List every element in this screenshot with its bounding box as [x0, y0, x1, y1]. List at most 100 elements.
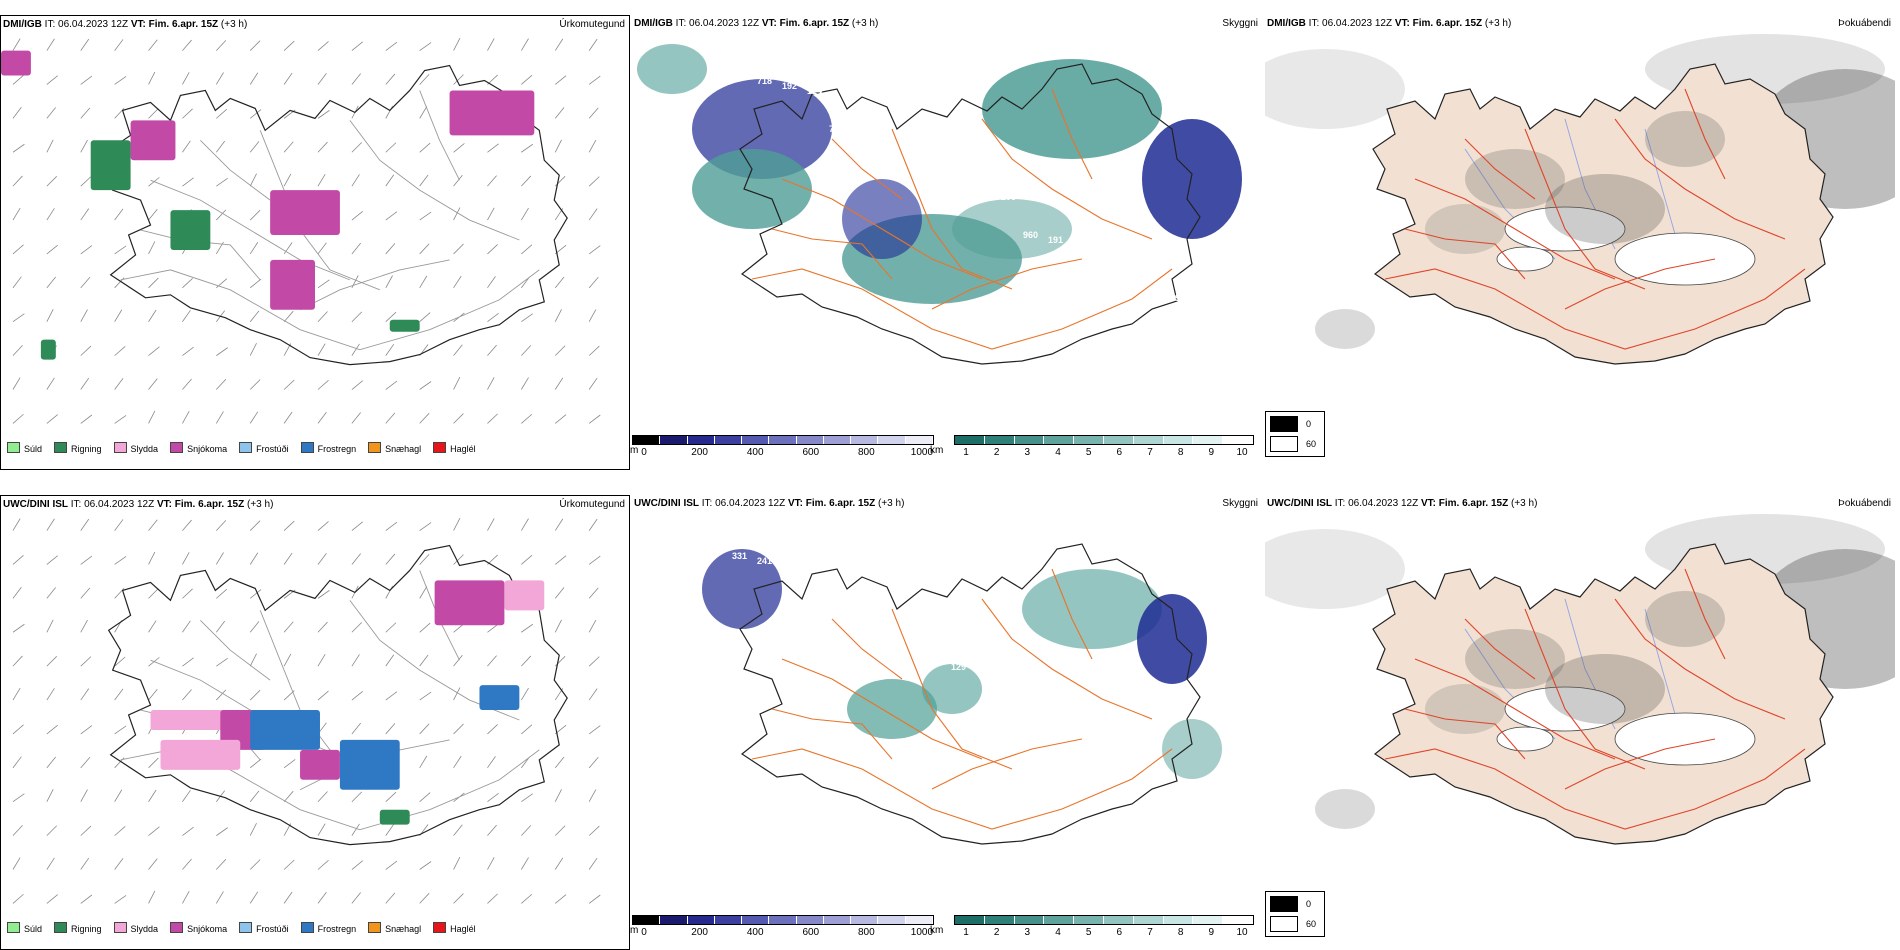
cloud-base-label: 122 — [829, 604, 844, 614]
wind-barb — [283, 72, 293, 85]
colorbar-cell — [1133, 436, 1164, 444]
fog-legend-label: 60 — [1306, 439, 1317, 449]
wind-barb — [216, 657, 228, 667]
wind-barb — [317, 553, 327, 565]
fog-patch — [1645, 591, 1725, 647]
wind-barb — [351, 174, 360, 187]
wind-barb — [419, 755, 428, 769]
fog-legend: 0 60 — [1265, 411, 1325, 457]
wind-barb — [588, 208, 598, 221]
wind-barb — [487, 207, 495, 221]
wind-barb — [114, 858, 124, 870]
wind-barbs — [12, 37, 601, 424]
wind-barb — [453, 687, 461, 701]
fog-legend: 0 60 — [1265, 891, 1325, 937]
wind-barb — [80, 825, 92, 836]
distance-colorbar: 1 2 3 4 5 6 7 8 9 10 km — [930, 435, 1254, 459]
colorbar-tick: 2 — [993, 447, 1000, 458]
wind-barb — [351, 380, 363, 390]
legend-label: Frostregn — [317, 924, 357, 934]
colorbar-cell — [1014, 436, 1045, 444]
iceland-coastline — [739, 63, 1201, 365]
wind-barb — [521, 518, 529, 531]
wind-barb — [588, 38, 598, 51]
colorbar-tick: 1000 — [910, 447, 934, 458]
road — [1384, 268, 1806, 350]
legend-label: Rigning — [71, 924, 102, 934]
wind-barb — [12, 724, 24, 735]
panel-type-label: Úrkomutegund — [559, 499, 625, 510]
fog-legend-swatch — [1270, 436, 1298, 452]
wind-barb — [283, 379, 295, 390]
wind-barb — [588, 176, 600, 187]
wind-barb — [182, 790, 191, 802]
wind-barb — [80, 656, 92, 667]
colorbar-cell — [955, 916, 985, 924]
colorbar-cell — [714, 436, 743, 444]
wind-barb — [216, 177, 228, 187]
road — [1614, 598, 1786, 720]
wind-barb — [46, 724, 58, 735]
wind-barb — [46, 894, 58, 904]
wind-barb — [419, 892, 430, 904]
wind-barb — [80, 75, 93, 85]
cloud-base-label: 146 — [854, 129, 869, 139]
colorbar-tick: 0 — [641, 927, 647, 938]
wind-barb — [385, 243, 396, 255]
colorbar-cell — [687, 436, 715, 444]
cloud-base-labels: 985 765 890 960 466 718 146 102 191 309 192 222 392 1… — [732, 71, 1185, 308]
wind-barb — [554, 107, 565, 119]
cloud-area — [1142, 119, 1242, 239]
fog-area — [1315, 309, 1375, 349]
fog-legend-swatch — [1270, 896, 1298, 912]
wind-barb — [216, 520, 227, 531]
wind-barb — [419, 654, 429, 667]
wind-barb — [80, 555, 93, 565]
wind-barb — [554, 414, 567, 424]
wind-barb — [12, 555, 24, 565]
wind-barb — [12, 655, 23, 667]
fog-patch — [1425, 204, 1505, 254]
colorbar-tick: 5 — [1085, 927, 1092, 938]
wind-barb — [80, 309, 88, 322]
wind-barb — [317, 41, 329, 51]
legend-label: Frostúði — [256, 924, 289, 934]
wind-barb — [249, 689, 261, 701]
colorbar-tick: 400 — [746, 447, 764, 458]
wind-barb — [148, 410, 156, 424]
wind-barb — [521, 345, 532, 356]
glacier — [1614, 232, 1756, 286]
wind-barb — [317, 791, 328, 802]
precip-area — [130, 120, 176, 161]
wind-barb — [588, 757, 599, 769]
cloud-areas — [637, 44, 1242, 304]
wind-barb — [46, 75, 58, 85]
legend-label: Frostúði — [256, 444, 289, 454]
wind-barb — [249, 758, 262, 769]
colorbar-tick: 1 — [963, 447, 969, 458]
wind-barb — [46, 276, 56, 289]
wind-barb — [521, 143, 534, 153]
colorbar-cell — [955, 436, 985, 444]
fog-greyscale — [1265, 34, 1895, 349]
precip-area — [160, 739, 241, 770]
iceland-coastline — [739, 543, 1201, 845]
legend-swatch — [7, 922, 20, 933]
wind-barb — [182, 826, 194, 836]
wind-barb — [46, 688, 55, 701]
wind-barb — [385, 791, 397, 803]
wind-barb — [487, 413, 498, 424]
wind-barb — [46, 38, 55, 51]
wind-barb — [148, 890, 156, 904]
wind-barb — [249, 343, 257, 356]
wind-barb — [148, 208, 158, 221]
colorbar-tick: 10 — [1236, 447, 1248, 458]
wind-barb — [351, 412, 361, 424]
road — [751, 748, 1173, 830]
wind-barb — [249, 40, 261, 51]
wind-barb — [114, 76, 127, 85]
wind-barb — [12, 345, 23, 356]
wind-barb — [487, 655, 497, 667]
wind-barb — [283, 891, 293, 904]
wind-barb — [249, 278, 262, 289]
